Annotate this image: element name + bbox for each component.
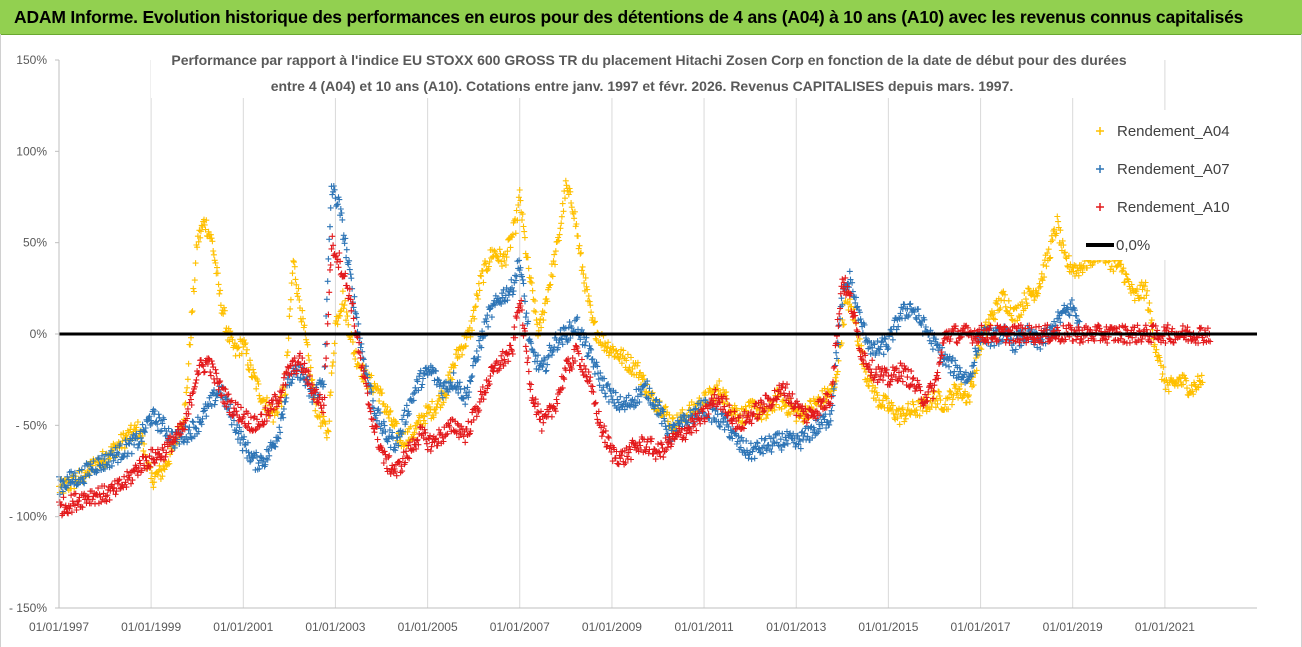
legend-label: 0,0% bbox=[1116, 237, 1150, 254]
report-banner: ADAM Informe. Evolution historique des p… bbox=[0, 0, 1302, 35]
y-tick-label: - 150% bbox=[9, 601, 47, 615]
legend-label: Rendement_A07 bbox=[1117, 161, 1230, 178]
series-rendement-a07 bbox=[56, 183, 1083, 498]
x-tick-label: 01/01/2009 bbox=[582, 620, 642, 634]
x-tick-label: 01/01/2007 bbox=[490, 620, 550, 634]
x-tick-label: 01/01/2019 bbox=[1043, 620, 1103, 634]
y-tick-label: 100% bbox=[16, 144, 47, 158]
legend-plus-marker bbox=[1096, 127, 1104, 135]
x-tick-label: 01/01/2003 bbox=[305, 620, 365, 634]
legend-label: Rendement_A10 bbox=[1117, 199, 1230, 216]
y-tick-label: - 50% bbox=[16, 418, 48, 432]
axes: 01/01/1997 01/01/1999 01/01/2001 01/01/2003… bbox=[9, 53, 1257, 634]
x-tick-label: 01/01/2021 bbox=[1135, 620, 1195, 634]
x-tick-label: 01/01/2001 bbox=[213, 620, 273, 634]
x-tick-label: 01/01/2015 bbox=[858, 620, 918, 634]
x-tick-label: 01/01/2017 bbox=[951, 620, 1011, 634]
legend: Rendement_A04 Rendement_A07 Rendement_A10 0… bbox=[1079, 110, 1259, 260]
x-tick-label: 01/01/1997 bbox=[29, 620, 89, 634]
legend-item: Rendement_A10 bbox=[1096, 199, 1230, 216]
x-tick-label: 01/01/2013 bbox=[766, 620, 826, 634]
y-tick-label: 50% bbox=[23, 236, 47, 250]
chart-title: Performance par rapport à l'indice EU ST… bbox=[151, 48, 1147, 98]
chart-title-line-1: Performance par rapport à l'indice EU ST… bbox=[171, 52, 1126, 68]
y-tick-label: 0% bbox=[30, 327, 48, 341]
legend-plus-marker bbox=[1096, 203, 1104, 211]
x-tick-label: 01/01/2011 bbox=[674, 620, 733, 634]
x-tick-label: 01/01/2005 bbox=[398, 620, 458, 634]
legend-background bbox=[1079, 110, 1259, 260]
data-points bbox=[56, 183, 1083, 498]
legend-plus-marker bbox=[1096, 165, 1104, 173]
plot-area bbox=[56, 177, 1257, 519]
legend-item: 0,0% bbox=[1086, 237, 1150, 254]
y-tick-label: 150% bbox=[16, 53, 47, 67]
chart-title-line-2: entre 4 (A04) et 10 ans (A10). Cotations… bbox=[271, 78, 1014, 94]
x-tick-label: 01/01/1999 bbox=[121, 620, 181, 634]
chart-area: 01/01/1997 01/01/1999 01/01/2001 01/01/2003… bbox=[0, 34, 1302, 647]
legend-label: Rendement_A04 bbox=[1117, 123, 1230, 140]
report-title: ADAM Informe. Evolution historique des p… bbox=[14, 7, 1244, 27]
performance-chart: 01/01/1997 01/01/1999 01/01/2001 01/01/2003… bbox=[9, 48, 1259, 634]
legend-item: Rendement_A07 bbox=[1096, 161, 1230, 178]
legend-item: Rendement_A04 bbox=[1096, 123, 1230, 140]
y-tick-label: - 100% bbox=[9, 510, 47, 524]
